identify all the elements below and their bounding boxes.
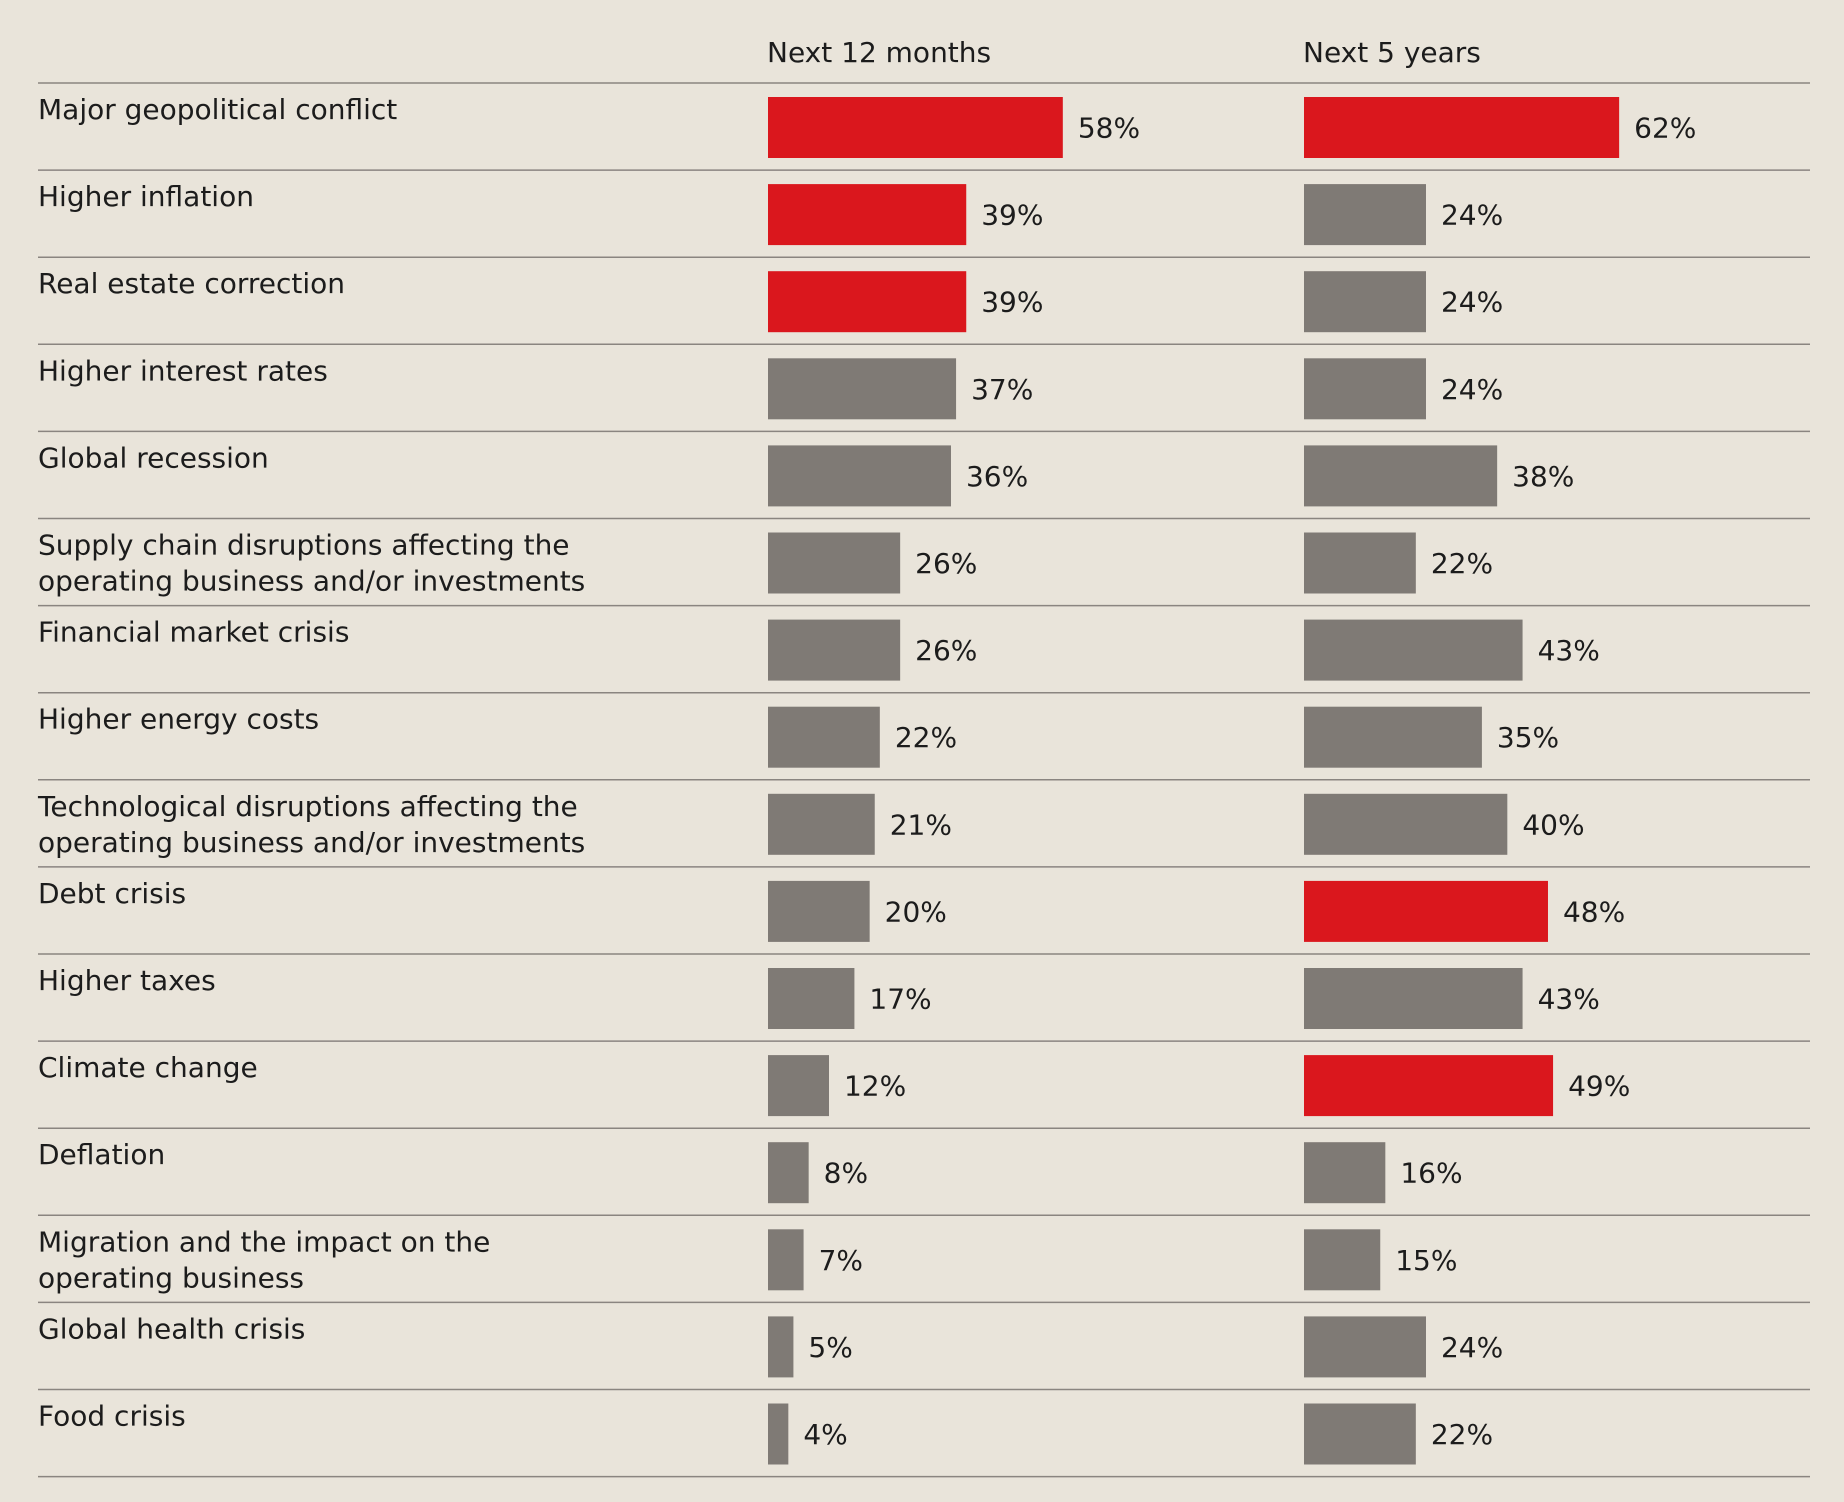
bar [1304,1055,1554,1117]
bar [1304,532,1416,594]
bar [768,880,870,942]
bar [768,1403,789,1465]
data-label: 22% [1431,547,1493,580]
category-label: Major geopolitical conflict [38,93,397,126]
bar [768,1229,804,1291]
bar [1304,97,1620,158]
data-label: 20% [885,895,947,928]
category-label: operating business and/or investments [38,565,585,598]
data-label: 58% [1078,112,1140,145]
category-label: Higher interest rates [38,354,328,387]
data-label: 24% [1441,373,1503,406]
bar [1304,619,1523,681]
data-label: 17% [869,983,931,1016]
data-label: 26% [915,634,977,667]
bar [1304,1229,1381,1291]
bar [1304,793,1508,855]
category-label: Technological disruptions affecting the [37,790,578,823]
category-label: Debt crisis [38,877,186,910]
bar [768,619,901,681]
bar [1304,1142,1386,1204]
bar [1304,271,1426,333]
data-label: 39% [981,199,1043,232]
bar [768,968,855,1029]
category-label: Supply chain disruptions affecting the [38,529,570,562]
category-label: Climate change [38,1051,258,1084]
category-label: Financial market crisis [38,616,349,649]
bar [1304,184,1426,246]
bar [768,445,951,507]
bar [1304,1403,1416,1465]
data-label: 4% [803,1418,847,1451]
bar [768,97,1063,158]
data-label: 21% [890,808,952,841]
data-label: 12% [844,1070,906,1103]
bar [768,1316,794,1378]
column-header: Next 12 months [767,36,991,69]
bar [768,1055,829,1117]
data-label: 5% [808,1331,852,1364]
bar [768,793,875,855]
category-label: Higher inflation [38,180,254,213]
data-label: 8% [824,1157,868,1190]
data-label: 7% [819,1244,863,1277]
category-label: Global health crisis [38,1312,305,1345]
category-label: Real estate correction [38,267,345,300]
data-label: 15% [1395,1244,1457,1277]
bar [1304,706,1482,768]
bar [768,1142,809,1204]
data-label: 40% [1522,808,1584,841]
data-label: 62% [1634,112,1696,145]
bar [768,706,880,768]
bar [768,532,901,594]
data-label: 24% [1441,199,1503,232]
data-label: 37% [971,373,1033,406]
data-label: 48% [1563,895,1625,928]
bar [1304,445,1498,507]
bar [1304,968,1523,1029]
category-label: operating business and/or investments [38,826,585,859]
bar [768,271,967,333]
data-label: 36% [966,460,1028,493]
category-label: Deflation [38,1138,165,1171]
category-label: operating business [38,1261,304,1294]
data-label: 49% [1568,1070,1630,1103]
data-label: 24% [1441,286,1503,319]
category-label: Migration and the impact on the [38,1225,490,1258]
data-label: 24% [1441,1331,1503,1364]
bar [768,184,967,246]
data-label: 22% [895,721,957,754]
data-label: 16% [1400,1157,1462,1190]
data-label: 43% [1538,634,1600,667]
category-label: Higher energy costs [38,703,319,736]
data-label: 38% [1512,460,1574,493]
bar [1304,880,1548,942]
bar [768,358,957,420]
data-label: 26% [915,547,977,580]
data-label: 35% [1497,721,1559,754]
category-label: Global recession [38,441,269,474]
data-label: 39% [981,286,1043,319]
category-label: Food crisis [38,1400,186,1433]
column-header: Next 5 years [1303,36,1481,69]
bar [1304,358,1426,420]
category-label: Higher taxes [38,964,216,997]
bar [1304,1316,1426,1378]
data-label: 22% [1431,1418,1493,1451]
data-label: 43% [1538,983,1600,1016]
